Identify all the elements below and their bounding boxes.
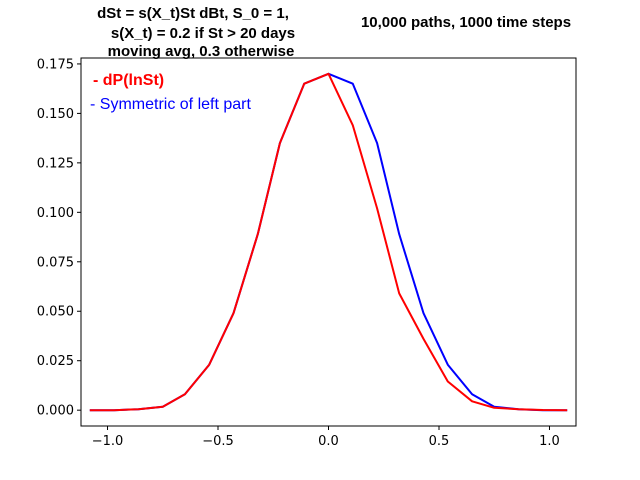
series-layer: [89, 72, 568, 412]
y-tick-label: 0.050: [37, 305, 74, 320]
series-line-dp: [89, 72, 568, 412]
title-line-3: moving avg, 0.3 otherwise: [108, 43, 295, 60]
legend: - dP(lnSt) - Symmetric of left part: [90, 72, 251, 113]
legend-entry-symmetric: - Symmetric of left part: [90, 96, 251, 113]
y-tick-label: 0.025: [37, 354, 74, 369]
x-axis: −1.0 −0.5 0.0 0.5 1.0: [92, 426, 560, 449]
series-line-symmetric: [89, 72, 568, 412]
y-tick-label: 0.125: [37, 156, 74, 171]
title-line-1: dSt = s(X_t)St dBt, S_0 = 1,: [97, 5, 289, 22]
y-tick-label: 0.100: [37, 206, 74, 221]
chart-subtitle: 10,000 paths, 1000 time steps: [361, 14, 571, 31]
legend-entry-dp: - dP(lnSt): [93, 72, 164, 89]
x-tick-label: 1.0: [539, 434, 560, 449]
y-axis: 0.000 0.025 0.050 0.075 0.100 0.125 0.150 0.175: [37, 57, 81, 419]
y-tick-label: 0.075: [37, 255, 74, 270]
x-tick-label: −1.0: [92, 434, 124, 449]
chart-title: dSt = s(X_t)St dBt, S_0 = 1, s(X_t) = 0.…: [97, 5, 295, 60]
title-line-2: s(X_t) = 0.2 if St > 20 days: [111, 25, 295, 42]
y-tick-label: 0.175: [37, 57, 74, 72]
y-tick-label: 0.150: [37, 107, 74, 122]
x-tick-label: 0.0: [318, 434, 339, 449]
x-tick-label: −0.5: [202, 434, 234, 449]
y-tick-label: 0.000: [37, 404, 74, 419]
x-tick-label: 0.5: [429, 434, 450, 449]
plot-frame: [80, 57, 577, 427]
